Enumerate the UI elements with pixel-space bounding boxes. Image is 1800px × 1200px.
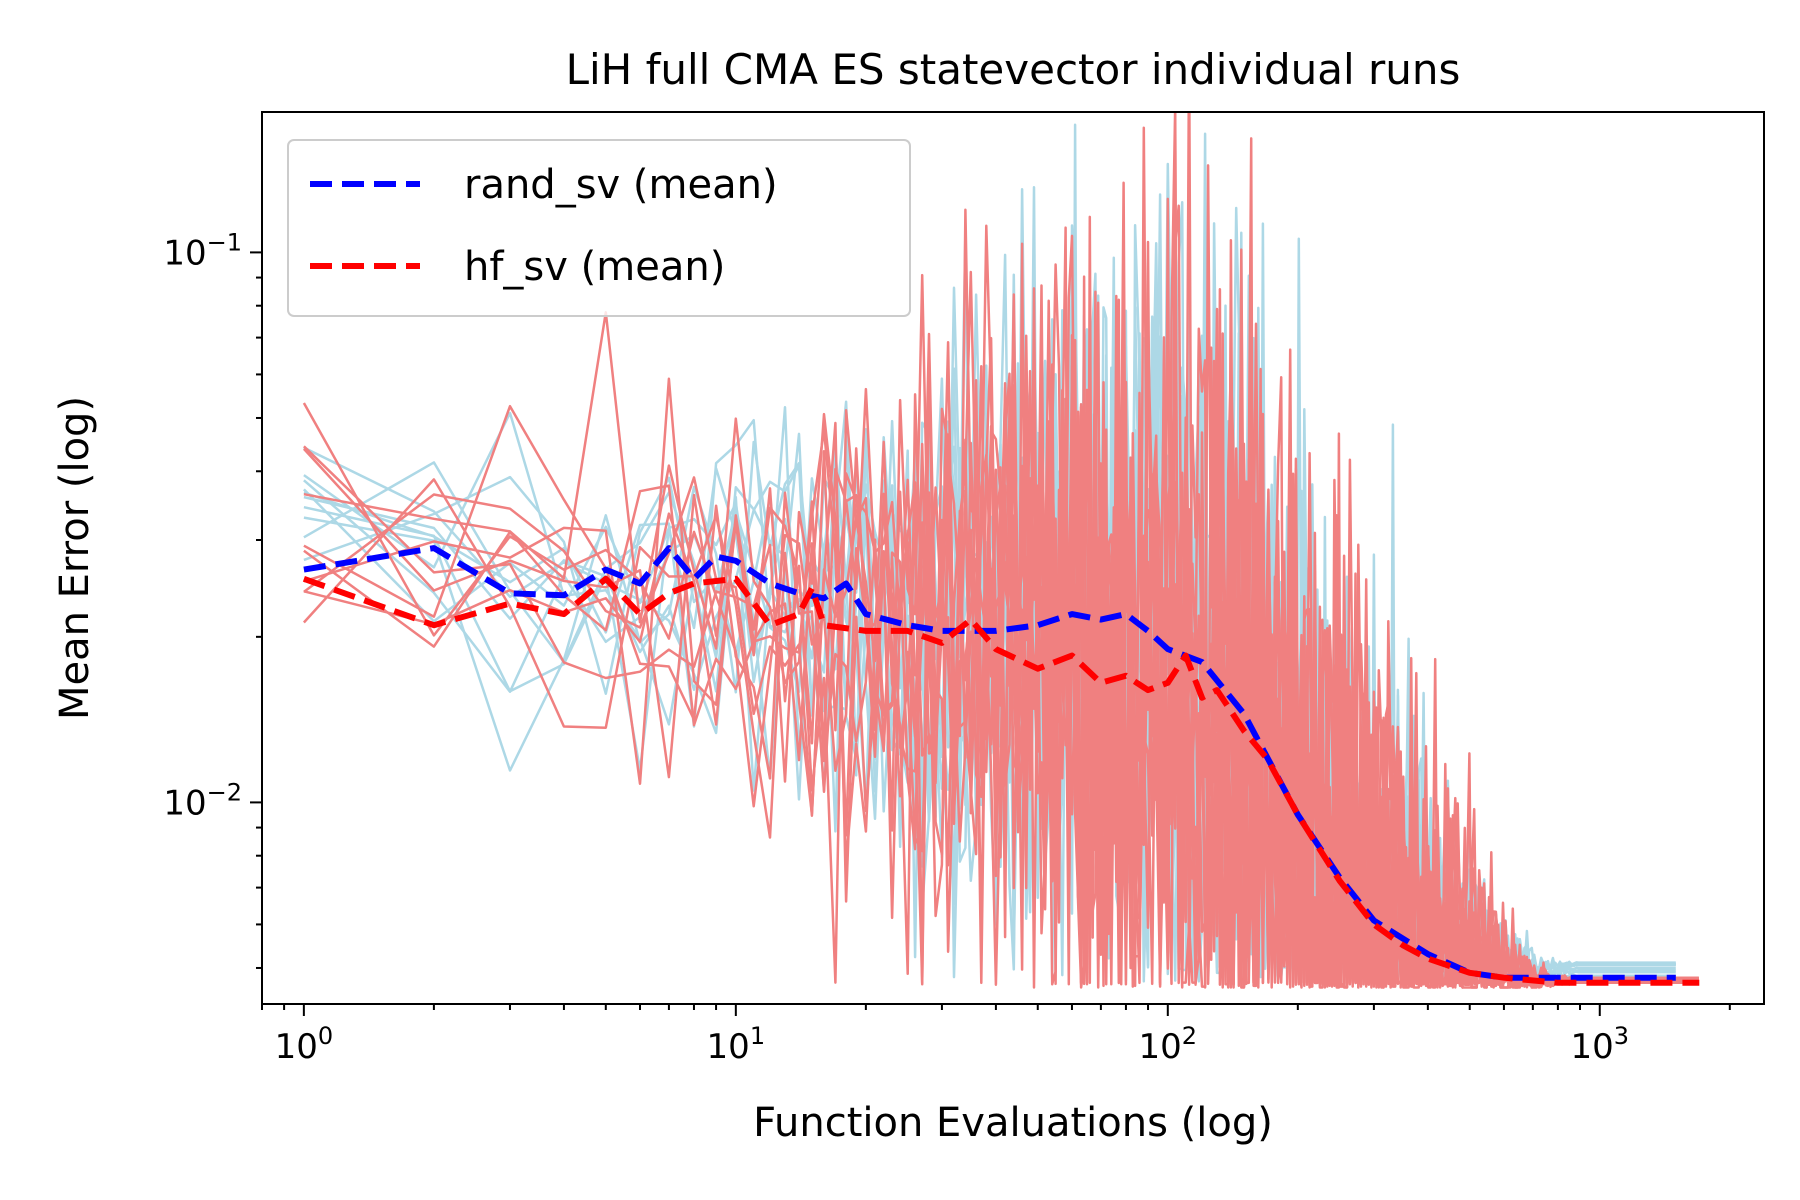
rand-sv-mean-line: [303, 545, 1676, 981]
y-axis-label: Mean Error (log): [52, 396, 98, 720]
legend-box: [287, 139, 911, 317]
y-axis-ticks: 10−2 10−1: [163, 228, 262, 969]
x-tick-label: 102: [1139, 1022, 1198, 1067]
legend-label-hf: hf_sv (mean): [464, 244, 725, 290]
legend: rand_sv (mean) hf_sv (mean): [287, 139, 911, 317]
y-tick-label: 10−1: [163, 228, 242, 273]
x-tick-label: 100: [275, 1022, 334, 1067]
y-tick-label: 10−2: [163, 778, 242, 823]
hf-sv-mean-line: [302, 575, 1700, 986]
legend-label-rand: rand_sv (mean): [464, 162, 778, 208]
mean-lines: [302, 545, 1700, 986]
x-tick-label: 103: [1570, 1022, 1629, 1067]
x-tick-label: 101: [707, 1022, 766, 1067]
chart-title: LiH full CMA ES statevector individual r…: [566, 45, 1461, 94]
x-axis-label: Function Evaluations (log): [753, 1100, 1273, 1146]
x-axis-ticks: 100 101 102 103: [261, 1004, 1731, 1067]
plot-frame: [261, 111, 1765, 1005]
